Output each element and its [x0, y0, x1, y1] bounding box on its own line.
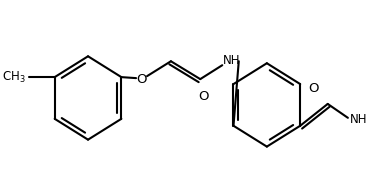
- Text: CH$_3$: CH$_3$: [1, 70, 25, 85]
- Text: NH: NH: [223, 54, 240, 67]
- Text: O: O: [136, 73, 147, 86]
- Text: O: O: [199, 90, 209, 103]
- Text: NH: NH: [350, 113, 368, 126]
- Text: O: O: [308, 82, 318, 95]
